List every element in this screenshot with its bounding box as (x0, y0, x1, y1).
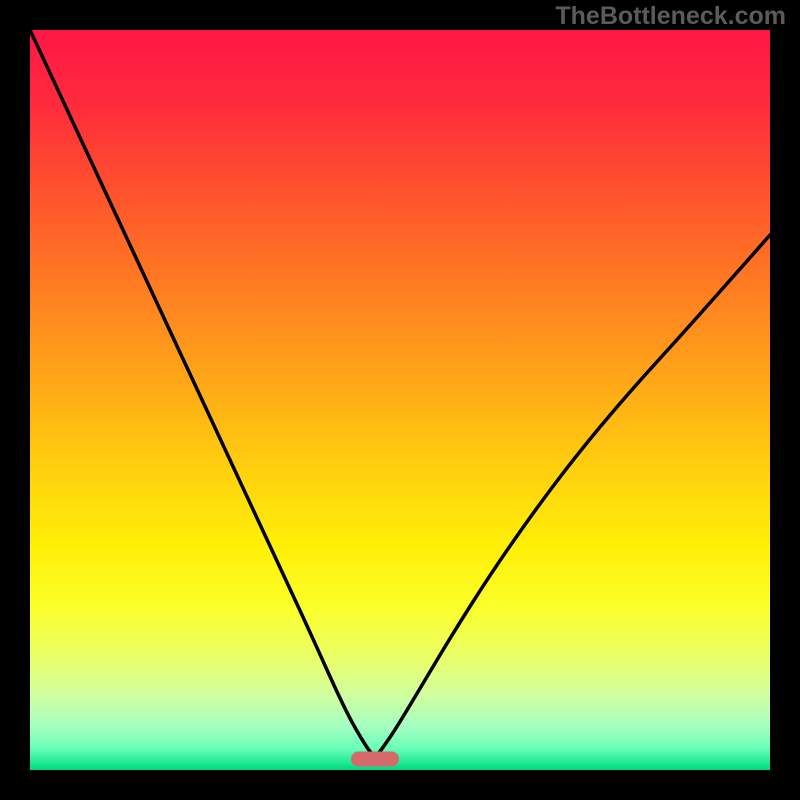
chart-root: TheBottleneck.com (0, 0, 800, 800)
optimum-marker (351, 752, 399, 767)
watermark-text: TheBottleneck.com (555, 2, 786, 31)
plot-area (30, 30, 770, 770)
gradient-background (30, 30, 770, 770)
plot-svg (30, 30, 770, 770)
